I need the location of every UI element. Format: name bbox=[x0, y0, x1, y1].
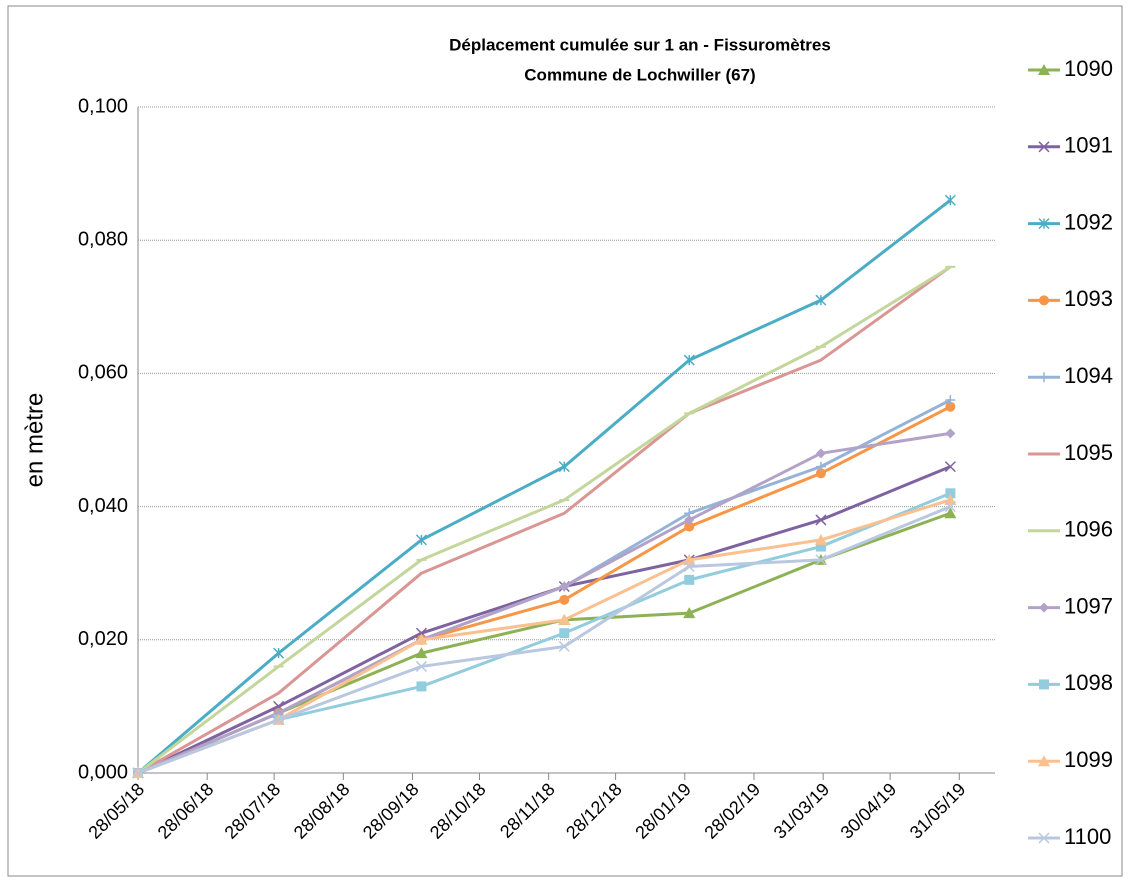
data-point bbox=[815, 448, 826, 459]
data-point bbox=[814, 533, 827, 545]
legend-marker bbox=[1039, 679, 1049, 690]
legend-marker bbox=[1038, 218, 1050, 230]
data-point bbox=[559, 628, 570, 639]
data-point bbox=[683, 607, 696, 619]
data-point bbox=[944, 194, 956, 206]
data-point bbox=[815, 468, 826, 479]
data-point bbox=[684, 521, 695, 532]
data-point bbox=[944, 501, 956, 513]
legend-marker bbox=[1039, 295, 1049, 306]
data-point bbox=[815, 514, 827, 526]
data-point bbox=[684, 514, 695, 525]
data-point bbox=[945, 395, 956, 406]
y-tick-label: 0,020 bbox=[78, 628, 128, 650]
data-point bbox=[415, 647, 428, 659]
data-point bbox=[945, 401, 956, 412]
data-point bbox=[273, 647, 285, 659]
data-point bbox=[684, 574, 695, 585]
data-point bbox=[945, 488, 956, 499]
y-tick-label: 0,100 bbox=[78, 95, 128, 117]
data-point bbox=[815, 461, 826, 472]
data-point bbox=[559, 581, 570, 592]
legend-label: 1100 bbox=[1064, 824, 1111, 849]
data-point bbox=[558, 613, 571, 625]
legend-label: 1090 bbox=[1064, 56, 1113, 81]
chart-title: Déplacement cumulée sur 1 an - Fissuromè… bbox=[449, 35, 831, 54]
y-tick-label: 0,060 bbox=[78, 362, 128, 384]
data-point bbox=[683, 561, 695, 573]
legend-marker bbox=[1039, 602, 1049, 613]
data-point bbox=[944, 461, 956, 473]
legend-marker bbox=[1039, 372, 1049, 383]
data-point bbox=[415, 534, 427, 546]
data-point bbox=[558, 640, 570, 652]
legend-label: 1093 bbox=[1064, 286, 1113, 311]
data-point bbox=[815, 554, 827, 566]
data-point bbox=[273, 714, 285, 726]
legend-label: 1094 bbox=[1064, 363, 1113, 388]
data-point bbox=[945, 428, 956, 439]
y-tick-label: 0,080 bbox=[78, 228, 128, 250]
legend-label: 1096 bbox=[1064, 517, 1113, 542]
data-point bbox=[558, 461, 570, 473]
data-point bbox=[815, 541, 826, 552]
data-point bbox=[944, 507, 957, 519]
legend-marker bbox=[1038, 755, 1050, 767]
data-point bbox=[559, 594, 570, 605]
legend-label: 1097 bbox=[1064, 593, 1113, 618]
data-point bbox=[683, 354, 695, 366]
chart-subtitle: Commune de Lochwiller (67) bbox=[524, 65, 755, 84]
legend-marker bbox=[1038, 141, 1050, 153]
data-point bbox=[132, 767, 144, 779]
legend-label: 1099 bbox=[1064, 747, 1113, 772]
series-line bbox=[137, 265, 952, 775]
legend-marker bbox=[1038, 64, 1050, 75]
y-axis-label: en mètre bbox=[21, 393, 48, 488]
data-point bbox=[944, 493, 957, 505]
y-tick-label: 0,040 bbox=[78, 495, 128, 517]
y-tick-label: 0,000 bbox=[78, 761, 128, 783]
data-point bbox=[415, 660, 427, 672]
legend-label: 1095 bbox=[1064, 440, 1113, 465]
data-point bbox=[683, 553, 696, 565]
data-point bbox=[415, 633, 428, 645]
data-point bbox=[815, 294, 827, 306]
legend-label: 1092 bbox=[1064, 209, 1113, 234]
data-point bbox=[416, 681, 427, 692]
legend-marker bbox=[1038, 832, 1050, 844]
legend-label: 1098 bbox=[1064, 670, 1113, 695]
legend-label: 1091 bbox=[1064, 133, 1113, 158]
